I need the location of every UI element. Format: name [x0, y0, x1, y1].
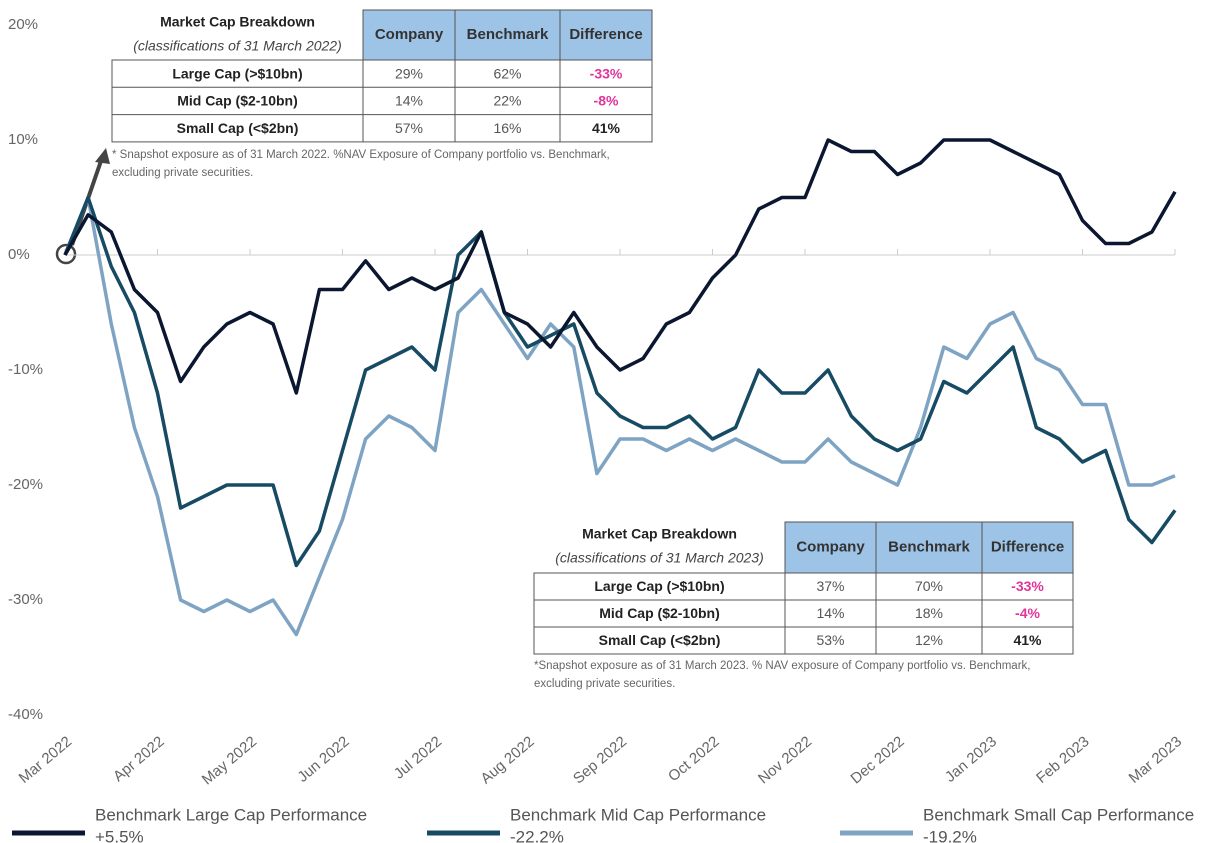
y-tick-label: -30%	[8, 591, 43, 608]
annotation-circle	[55, 243, 77, 265]
legend-label: Benchmark Large Cap Performance	[95, 805, 367, 824]
legend-value: -22.2%	[510, 827, 564, 843]
x-tick-label: Sep 2022	[570, 733, 630, 787]
y-tick-label: 0%	[8, 246, 30, 263]
y-tick-label: -40%	[8, 706, 43, 723]
x-tick-label: Apr 2022	[110, 733, 168, 785]
table-cell: 37%	[816, 578, 844, 594]
x-tick-label: Nov 2022	[755, 733, 815, 787]
legend-label: Benchmark Mid Cap Performance	[510, 805, 766, 824]
x-tick-label: Jan 2023	[942, 733, 1000, 786]
table: Market Cap Breakdown (classifications of …	[533, 521, 1074, 690]
table-cell: -8%	[594, 93, 619, 109]
header-bg	[784, 521, 1074, 574]
table-cell: 41%	[592, 120, 621, 136]
table-cell: -33%	[590, 65, 623, 81]
column-header: Difference	[991, 538, 1064, 555]
column-header: Benchmark	[467, 26, 549, 43]
table-cell: 16%	[493, 120, 521, 136]
table-cell: 57%	[395, 120, 423, 136]
table-cell: 14%	[395, 93, 423, 109]
x-tick-label: Aug 2022	[477, 733, 537, 787]
table-cell: -33%	[1011, 578, 1044, 594]
table-cell: 12%	[915, 632, 943, 648]
x-tick-label: Jun 2022	[294, 733, 352, 786]
row-label: Small Cap (<$2bn)	[177, 120, 299, 136]
x-tick-label: Mar 2022	[16, 733, 75, 787]
table-cell: -4%	[1015, 605, 1040, 621]
series-line	[63, 195, 1176, 637]
header-bg	[362, 9, 653, 61]
series-line	[63, 138, 1177, 395]
table-cell: 41%	[1013, 632, 1042, 648]
table-footnote: * Snapshot exposure as of 31 March 2022.…	[112, 149, 610, 161]
table-bg	[112, 60, 652, 142]
table-border	[111, 59, 653, 143]
column-header: Benchmark	[888, 538, 970, 555]
x-tick-label: Dec 2022	[848, 733, 908, 787]
table-subtitle: (classifications of 31 March 2023)	[555, 550, 764, 566]
table-subtitle: (classifications of 31 March 2022)	[133, 38, 342, 54]
table-cell: 29%	[395, 65, 423, 81]
y-tick-label: 20%	[8, 16, 38, 33]
y-tick-label: -10%	[8, 361, 43, 378]
table-cell: 62%	[493, 65, 521, 81]
x-tick-label: Oct 2022	[665, 733, 723, 785]
table-cell: 70%	[915, 578, 943, 594]
table-cell: 22%	[493, 93, 521, 109]
x-tick-label: Mar 2023	[1126, 733, 1185, 787]
table-footnote: *Snapshot exposure as of 31 March 2023. …	[534, 660, 1030, 672]
table-cell: 53%	[816, 632, 844, 648]
annotation-arrowhead	[95, 148, 110, 164]
row-label: Mid Cap ($2-10bn)	[599, 605, 720, 621]
column-header: Difference	[569, 26, 642, 43]
table-border	[533, 572, 1074, 655]
legend-label: Benchmark Small Cap Performance	[923, 805, 1194, 824]
x-tick-label: Jul 2022	[391, 733, 445, 782]
table-title: Market Cap Breakdown	[582, 526, 737, 542]
y-tick-label: 10%	[8, 131, 38, 148]
row-label: Large Cap (>$10bn)	[594, 578, 724, 594]
x-tick-label: May 2022	[199, 733, 260, 788]
legend-value: +5.5%	[95, 827, 144, 843]
table-title: Market Cap Breakdown	[160, 14, 315, 30]
column-header: Company	[796, 538, 865, 555]
series-line	[63, 195, 1177, 568]
row-label: Mid Cap ($2-10bn)	[177, 93, 298, 109]
y-tick-label: -20%	[8, 476, 43, 493]
table-bg	[534, 573, 1073, 654]
table: Market Cap Breakdown (classifications of …	[111, 9, 653, 179]
x-tick-label: Feb 2023	[1033, 733, 1092, 787]
table-cell: 14%	[816, 605, 844, 621]
row-label: Large Cap (>$10bn)	[172, 65, 302, 81]
table-footnote: excluding private securities.	[534, 678, 675, 690]
table-footnote: excluding private securities.	[112, 167, 253, 179]
row-label: Small Cap (<$2bn)	[599, 632, 721, 648]
legend-value: -19.2%	[923, 827, 977, 843]
column-header: Company	[375, 26, 444, 43]
table-cell: 18%	[915, 605, 943, 621]
